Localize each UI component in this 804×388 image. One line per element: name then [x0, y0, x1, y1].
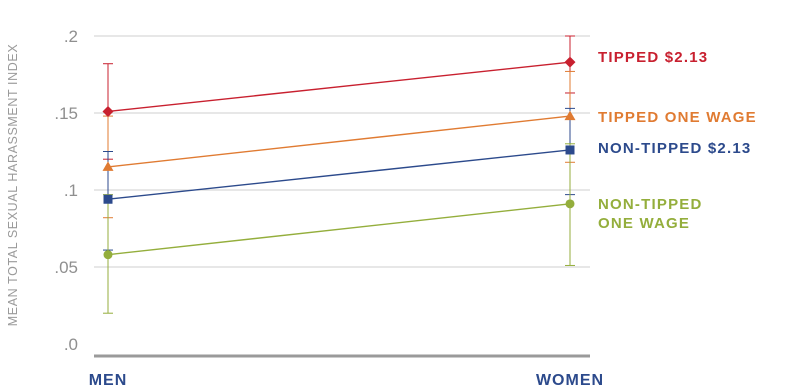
y-tick-labels: .0 .05 .1 .15 .2 — [54, 27, 78, 354]
series-line-non-tipped-2-13 — [107, 149, 571, 200]
y-tick-label: .2 — [64, 27, 78, 46]
x-tick-label-women: WOMEN — [536, 372, 604, 388]
y-tick-label: .15 — [54, 104, 78, 123]
x-tick-label-men: MEN — [89, 372, 128, 388]
series-line-tipped-one-wage — [107, 115, 571, 168]
data-markers — [102, 56, 576, 260]
data-point-tipped-2-13 — [102, 105, 114, 117]
data-point-non-tipped-2-13 — [103, 194, 113, 204]
y-tick-label: .05 — [54, 258, 78, 277]
series-line-non-tipped-one-wage — [107, 203, 571, 256]
series-labels: TIPPED $2.13 TIPPED ONE WAGE NON-TIPPED $2… — [598, 49, 757, 232]
x-tick-labels: MEN WOMEN — [89, 372, 604, 388]
y-tick-label: .1 — [64, 181, 78, 200]
data-point-non-tipped-2-13 — [565, 145, 575, 155]
data-point-tipped-one-wage — [102, 161, 114, 171]
y-tick-label: .0 — [64, 335, 78, 354]
series-label-non-tipped-2-13: NON-TIPPED $2.13 — [598, 140, 751, 157]
data-point-tipped-one-wage — [564, 110, 576, 121]
series-lines — [107, 61, 571, 256]
gridlines — [94, 35, 590, 268]
series-line-tipped-2-13 — [107, 61, 571, 113]
series-label-tipped-one-wage: TIPPED ONE WAGE — [598, 109, 757, 126]
data-point-non-tipped-one-wage — [103, 250, 113, 260]
data-point-non-tipped-one-wage — [565, 199, 575, 209]
series-label-tipped-2-13: TIPPED $2.13 — [598, 49, 708, 66]
data-point-tipped-2-13 — [564, 56, 576, 68]
y-axis-label: MEAN TOTAL SEXUAL HARASSMENT INDEX — [6, 44, 20, 327]
series-label-non-tipped-one-wage: NON-TIPPED ONE WAGE — [598, 196, 703, 232]
